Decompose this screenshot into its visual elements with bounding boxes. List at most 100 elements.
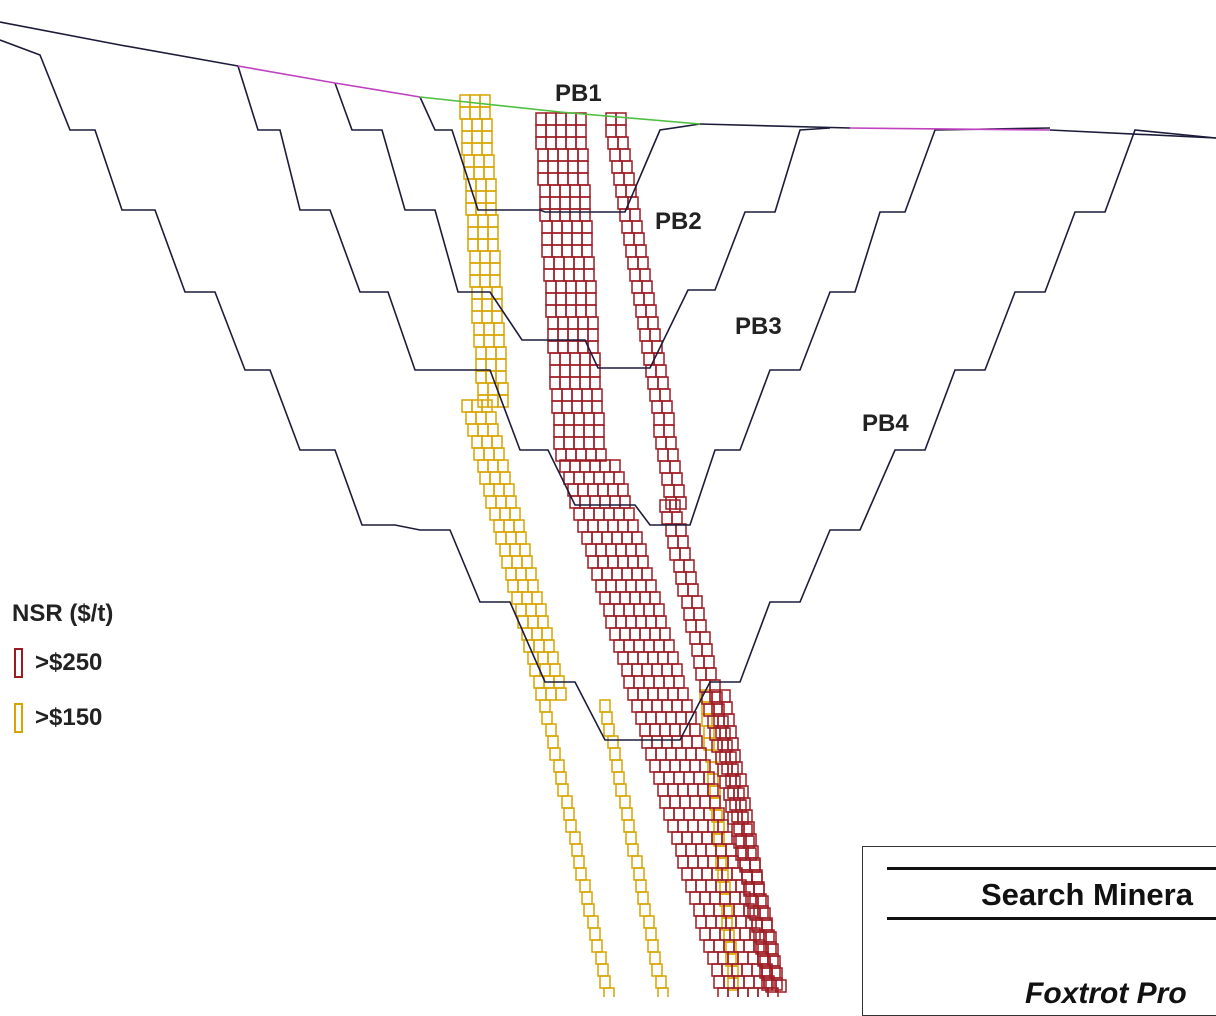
grade-block-250 <box>589 495 601 509</box>
grade-block-250 <box>573 268 585 282</box>
grade-block-250 <box>565 124 577 138</box>
grade-block-250 <box>547 148 559 162</box>
grade-block-250 <box>615 112 627 126</box>
grade-block-250 <box>611 531 623 545</box>
grade-block-250 <box>587 483 599 497</box>
grade-block-250 <box>673 675 685 689</box>
grade-block-250 <box>635 615 647 629</box>
grade-block-250 <box>621 567 633 581</box>
grade-block-250 <box>621 220 633 234</box>
grade-block-250 <box>553 424 565 438</box>
grade-block-250 <box>623 172 635 186</box>
grade-block-250 <box>741 963 753 977</box>
grade-block-250 <box>549 352 561 366</box>
grade-block-250 <box>567 148 579 162</box>
grade-block-150 <box>527 615 539 629</box>
grade-block-150 <box>477 394 489 408</box>
grade-block-250 <box>703 939 715 953</box>
grade-block-250 <box>541 244 553 258</box>
grade-block-250 <box>623 603 635 617</box>
grade-block-250 <box>623 639 635 653</box>
grade-block-250 <box>635 711 647 725</box>
grade-block-250 <box>593 507 605 521</box>
grade-block-250 <box>535 136 547 150</box>
grade-block-250 <box>637 687 649 701</box>
grade-block-250 <box>657 687 669 701</box>
grade-block-150 <box>547 651 559 665</box>
grade-block-150 <box>525 603 537 617</box>
grade-block-250 <box>743 975 755 989</box>
grade-block-250 <box>669 759 681 773</box>
grade-block-250 <box>671 511 683 525</box>
grade-block-250 <box>653 352 665 366</box>
grade-block-150 <box>619 795 631 809</box>
grade-block-250 <box>537 172 549 186</box>
grade-block-250 <box>631 699 643 713</box>
grade-block-250 <box>771 977 783 991</box>
grade-block-250 <box>607 555 619 569</box>
grade-block-150 <box>479 274 491 288</box>
grade-block-250 <box>547 316 559 330</box>
grade-block-250 <box>577 148 589 162</box>
nsr-150-blocks <box>459 94 739 997</box>
grade-block-250 <box>705 879 717 893</box>
grade-block-250 <box>559 364 571 378</box>
grade-block-150 <box>473 166 485 180</box>
grade-block-150 <box>487 214 499 228</box>
grade-block-250 <box>653 424 665 438</box>
grade-block-250 <box>569 196 581 210</box>
grade-block-250 <box>657 448 669 462</box>
grade-block-250 <box>581 232 593 246</box>
grade-block-250 <box>613 507 625 521</box>
grade-block-250 <box>569 364 581 378</box>
grade-block-250 <box>547 160 559 174</box>
grade-block-250 <box>583 436 595 450</box>
grade-block-250 <box>651 699 663 713</box>
grade-block-250 <box>565 292 577 306</box>
grade-block-250 <box>583 256 595 270</box>
grade-block-250 <box>633 292 645 306</box>
grade-block-250 <box>661 699 673 713</box>
grade-block-150 <box>601 711 613 725</box>
grade-block-150 <box>485 190 497 204</box>
grade-block-250 <box>665 496 677 510</box>
grade-block-250 <box>653 412 665 426</box>
grade-block-150 <box>471 298 483 312</box>
grade-block-150 <box>521 591 533 605</box>
grade-block-250 <box>543 268 555 282</box>
grade-block-250 <box>661 400 673 414</box>
pit-shell-pb1 <box>419 96 701 213</box>
grade-block-250 <box>565 280 577 294</box>
grade-block-150 <box>639 903 651 917</box>
legend-item-nsr-150: >$150 <box>14 703 102 733</box>
grade-block-150 <box>479 106 491 120</box>
legend-swatch-yellow <box>14 703 23 733</box>
title-rule-top <box>887 867 1216 870</box>
grade-block-250 <box>575 280 587 294</box>
grade-block-250 <box>613 603 625 617</box>
grade-block-150 <box>479 262 491 276</box>
grade-block-250 <box>633 639 645 653</box>
grade-block-250 <box>595 448 607 462</box>
grade-block-250 <box>705 667 717 681</box>
grade-block-150 <box>473 322 485 336</box>
grade-block-250 <box>615 184 627 198</box>
grade-block-150 <box>475 190 487 204</box>
grade-block-250 <box>557 316 569 330</box>
grade-block-250 <box>563 436 575 450</box>
grade-block-250 <box>587 555 599 569</box>
grade-block-150 <box>513 519 525 533</box>
grade-block-250 <box>653 771 665 785</box>
grade-block-150 <box>469 250 481 264</box>
grade-block-250 <box>663 412 675 426</box>
grade-block-150 <box>541 711 553 725</box>
grade-block-150 <box>487 226 499 240</box>
grade-block-250 <box>689 631 701 645</box>
grade-block-150 <box>483 154 495 168</box>
grade-block-250 <box>613 172 625 186</box>
grade-block-150 <box>545 723 557 737</box>
grade-block-250 <box>577 483 589 497</box>
grade-block-250 <box>627 519 639 533</box>
grade-block-150 <box>493 483 505 497</box>
topo-segment <box>699 123 851 129</box>
